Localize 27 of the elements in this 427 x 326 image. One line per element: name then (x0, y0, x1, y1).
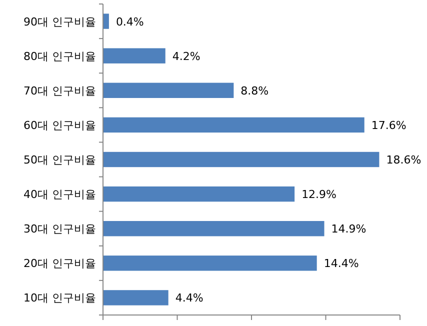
data-label: 4.2% (172, 50, 200, 63)
y-tick-label: 60대 인구비율 (24, 118, 96, 132)
y-tick-label: 90대 인구비율 (24, 15, 96, 28)
bar (103, 152, 380, 168)
bar (103, 186, 295, 202)
data-label: 4.4% (175, 292, 204, 305)
data-label: 14.9% (331, 222, 366, 236)
y-tick-label: 30대 인구비율 (24, 222, 96, 236)
data-label: 8.8% (240, 84, 269, 98)
data-label: 17.6% (371, 118, 406, 132)
y-tick-label: 40대 인구비율 (24, 188, 96, 202)
bar (103, 256, 317, 271)
data-label: 14.4% (324, 257, 359, 270)
bar (103, 48, 166, 64)
y-tick-label: 20대 인구비율 (24, 257, 96, 270)
y-tick-label: 10대 인구비율 (24, 292, 96, 305)
data-label: 18.6% (386, 154, 422, 166)
y-tick-label: 80대 인구비율 (24, 50, 96, 63)
bar (103, 117, 364, 133)
bar (103, 82, 234, 98)
bar (103, 14, 109, 29)
y-tick-label: 50대 인구비율 (24, 154, 96, 166)
data-label: 0.4% (116, 15, 144, 28)
bar (103, 290, 168, 306)
bar (103, 221, 324, 236)
y-tick-label: 70대 인구비율 (24, 84, 96, 98)
data-label: 12.9% (302, 188, 337, 202)
